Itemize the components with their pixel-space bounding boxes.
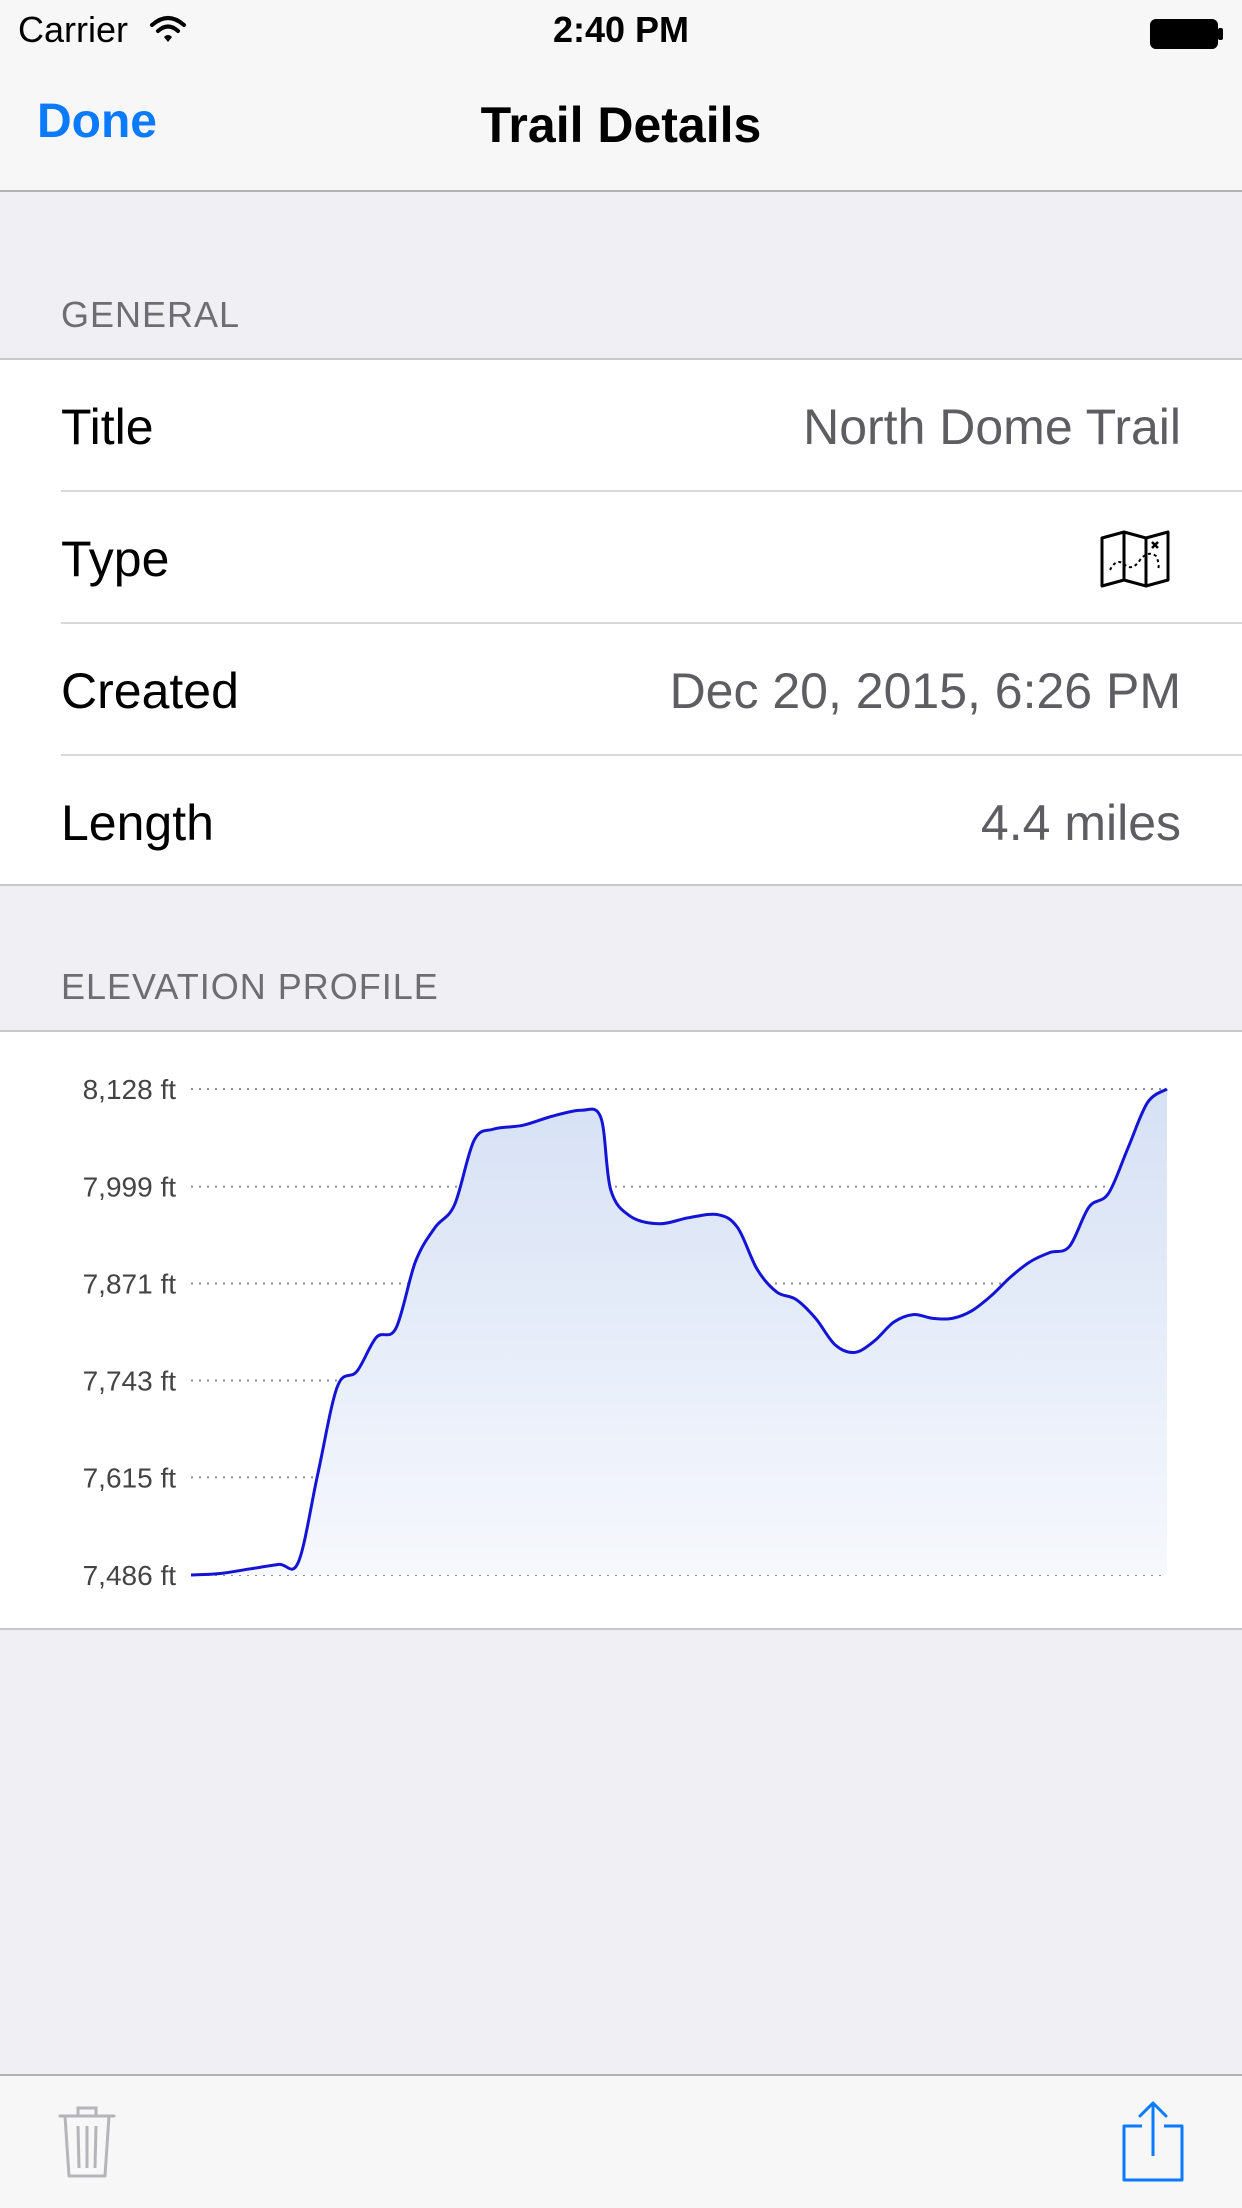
share-icon[interactable] [1122, 2100, 1184, 2187]
row-separator [61, 622, 1242, 624]
y-tick-label: 8,128 ft [83, 1074, 177, 1105]
y-tick-label: 7,486 ft [83, 1560, 177, 1591]
battery-icon [1150, 16, 1224, 58]
row-value-title: North Dome Trail [803, 399, 1181, 455]
navigation-bar: Done Trail Details [0, 60, 1242, 192]
status-bar: Carrier 2:40 PM [0, 0, 1242, 60]
wifi-icon [150, 12, 186, 54]
row-length[interactable]: Length 4.4 miles [0, 756, 1242, 888]
section-header-general: GENERAL [61, 294, 241, 335]
row-label: Type [61, 531, 170, 587]
row-created[interactable]: Created Dec 20, 2015, 6:26 PM [0, 624, 1242, 756]
carrier-label: Carrier [18, 9, 129, 50]
row-label: Created [61, 663, 239, 719]
row-value-created: Dec 20, 2015, 6:26 PM [669, 663, 1181, 719]
map-icon [1100, 530, 1170, 593]
row-separator [61, 754, 1242, 756]
status-time: 2:40 PM [552, 9, 690, 50]
done-button[interactable]: Done [37, 95, 157, 148]
row-type[interactable]: Type [0, 492, 1242, 624]
y-tick-label: 7,615 ft [83, 1462, 177, 1493]
row-separator [61, 490, 1242, 492]
row-label: Title [61, 399, 154, 455]
row-title[interactable]: Title North Dome Trail [0, 360, 1242, 492]
elevation-chart: 8,128 ft 7,999 ft 7,871 ft 7,743 ft 7,615 ft… [83, 1074, 1168, 1591]
y-tick-label: 7,999 ft [83, 1172, 177, 1203]
page-title: Trail Details [480, 97, 762, 153]
elevation-group: 8,128 ft 7,999 ft 7,871 ft 7,743 ft 7,615 ft… [0, 1030, 1242, 1630]
y-tick-label: 7,743 ft [83, 1365, 177, 1396]
chart-area-fill [191, 1089, 1167, 1575]
bottom-toolbar [0, 2074, 1242, 2208]
row-label: Length [61, 795, 214, 851]
trash-icon[interactable] [58, 2104, 116, 2185]
general-group: Title North Dome Trail Type Created Dec … [0, 358, 1242, 886]
y-tick-label: 7,871 ft [83, 1269, 177, 1300]
chart-series-line [190, 1087, 1168, 1577]
section-header-elevation: ELEVATION PROFILE [61, 966, 439, 1007]
row-value-length: 4.4 miles [980, 795, 1181, 851]
